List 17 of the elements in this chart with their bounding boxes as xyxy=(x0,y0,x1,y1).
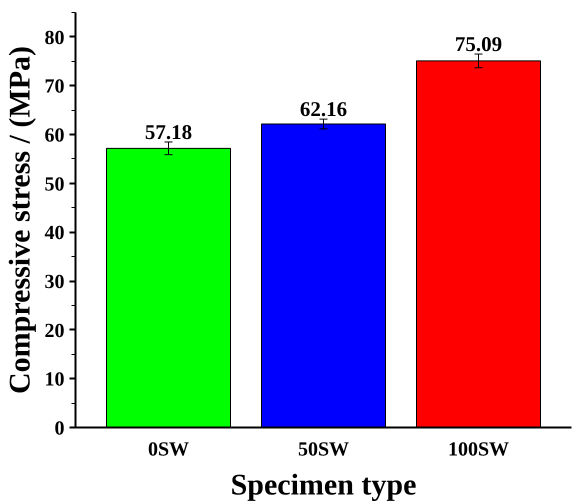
y-tick-label: 20 xyxy=(44,320,64,342)
x-axis-title: Specimen type xyxy=(230,468,416,502)
y-tick-label: 40 xyxy=(44,222,64,244)
y-tick-label: 70 xyxy=(44,76,64,98)
data-label: 57.18 xyxy=(144,120,192,144)
y-tick-label: 0 xyxy=(54,418,64,440)
y-tick-label: 60 xyxy=(44,124,64,147)
y-tick-label: 10 xyxy=(44,368,64,391)
y-tick-label: 50 xyxy=(44,173,64,196)
x-tick-label: 100SW xyxy=(448,438,510,460)
y-axis-title: Compressive stress / (MPa) xyxy=(4,46,36,394)
x-tick-label: 0SW xyxy=(148,438,190,460)
data-label: 75.09 xyxy=(454,32,502,56)
data-label: 62.16 xyxy=(300,97,348,122)
y-tick-label: 80 xyxy=(44,26,64,49)
y-tick-label: 30 xyxy=(44,271,64,294)
x-tick-label: 50SW xyxy=(298,438,350,460)
